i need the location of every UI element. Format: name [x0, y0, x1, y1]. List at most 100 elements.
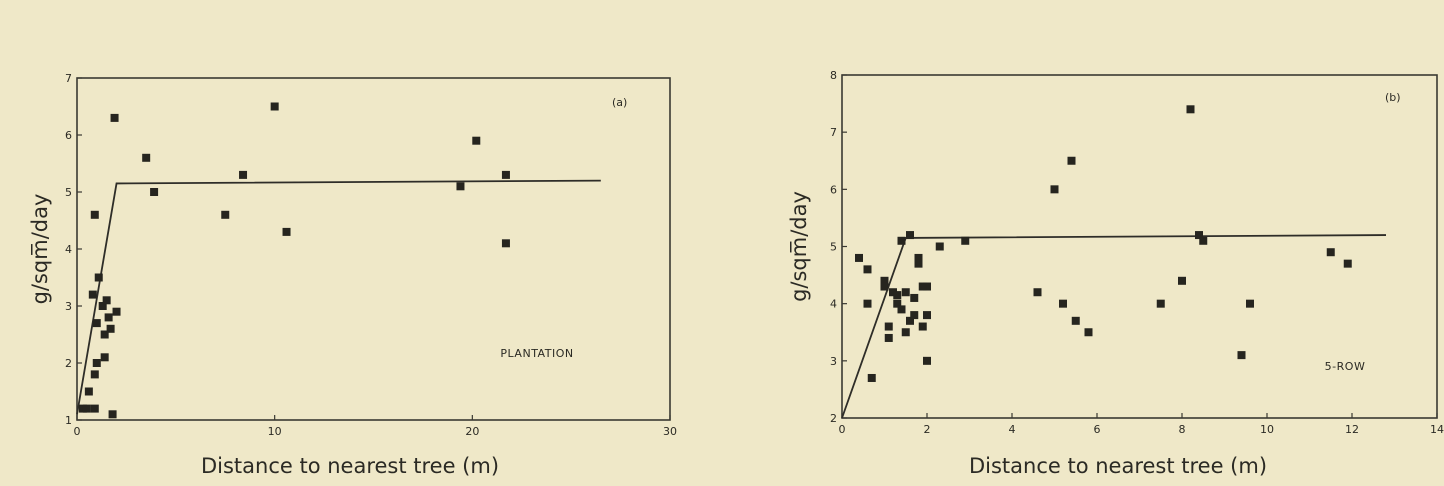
x-tick-label: 8: [1179, 423, 1186, 436]
x-tick-label: 30: [663, 425, 677, 438]
x-tick-label: 0: [839, 423, 846, 436]
data-point: [100, 353, 109, 362]
y-tick-label: 1: [65, 414, 72, 427]
data-point: [923, 356, 931, 365]
data-point: [1237, 351, 1246, 360]
data-point: [880, 276, 889, 285]
x-axis-title: Distance to nearest tree (m): [969, 454, 1267, 478]
data-point: [867, 373, 876, 382]
data-point: [110, 113, 119, 122]
data-point: [94, 273, 103, 282]
x-tick-label: 4: [1009, 423, 1016, 436]
data-point: [923, 311, 931, 320]
data-point: [863, 265, 872, 274]
data-point: [906, 316, 914, 325]
chart-panel-a: 0 10 20 30 1 2 3 4 5 6 7 (a) PLANTATION Distance to n…: [28, 72, 677, 478]
data-point: [150, 188, 159, 196]
plot-frame: [76, 77, 671, 421]
data-point: [1050, 185, 1059, 194]
data-point: [923, 282, 931, 291]
data-point: [901, 328, 910, 337]
data-point: [102, 296, 111, 305]
panel-tag: (b): [1385, 91, 1401, 104]
x-tick-label: 10: [268, 425, 282, 438]
data-point: [889, 288, 897, 297]
data-point: [92, 319, 101, 328]
data-point: [1084, 328, 1093, 337]
data-point: [1326, 248, 1335, 257]
panel-annotation: 5-ROW: [1325, 360, 1366, 373]
data-point: [270, 102, 279, 111]
data-point: [1343, 259, 1352, 268]
data-point: [863, 299, 872, 308]
data-point: [472, 136, 481, 145]
data-point: [1059, 299, 1067, 308]
x-tick-label: 12: [1345, 423, 1359, 436]
data-point: [221, 210, 230, 219]
data-point: [918, 282, 927, 291]
data-point: [239, 170, 248, 179]
data-point: [914, 253, 923, 262]
data-point: [501, 170, 510, 179]
x-tick-label: 0: [74, 425, 81, 438]
fit-line: [841, 234, 1387, 419]
y-tick-label: 3: [65, 300, 72, 313]
data-point: [1071, 316, 1080, 325]
data-point: [914, 259, 923, 268]
data-point: [1199, 236, 1208, 245]
y-tick-label: 7: [65, 72, 72, 85]
data-point: [1186, 105, 1195, 114]
fit-line: [76, 179, 601, 415]
data-point: [906, 231, 914, 240]
data-point: [142, 153, 151, 162]
data-point: [935, 242, 944, 251]
data-point: [897, 305, 906, 314]
x-tick-label: 2: [924, 423, 931, 436]
data-point: [1156, 299, 1165, 308]
y-tick-label: 7: [830, 126, 837, 139]
data-point: [1246, 299, 1254, 308]
data-point: [84, 387, 93, 396]
data-point: [1178, 276, 1186, 285]
data-point: [961, 236, 970, 245]
x-tick-label: 14: [1430, 423, 1444, 436]
y-tick-label: 6: [65, 129, 72, 142]
data-point: [884, 322, 893, 331]
x-tick-label: 6: [1094, 423, 1101, 436]
data-point: [106, 324, 115, 333]
data-point: [282, 227, 291, 236]
y-tick-label: 5: [65, 186, 72, 199]
data-point: [893, 291, 902, 300]
y-tick-label: 2: [830, 412, 837, 425]
panel-annotation: PLANTATION: [500, 347, 573, 360]
y-axis-title: g/sqm̅/day: [787, 191, 811, 302]
data-point: [98, 302, 107, 310]
y-tick-label: 5: [830, 241, 837, 254]
y-tick-label: 4: [65, 243, 72, 256]
y-axis-title: g/sqm̅/day: [28, 194, 52, 305]
data-point: [897, 236, 906, 245]
data-point: [910, 293, 919, 302]
x-tick-label: 10: [1260, 423, 1274, 436]
data-point: [92, 359, 101, 367]
data-point: [855, 253, 863, 262]
data-point: [893, 299, 902, 308]
data-point: [1033, 288, 1042, 297]
data-point: [901, 288, 910, 297]
panel-tag: (a): [612, 96, 627, 109]
data-point: [1195, 231, 1203, 240]
data-point: [112, 307, 121, 316]
y-tick-label: 6: [830, 183, 837, 196]
data-point: [88, 290, 97, 299]
y-tick-label: 4: [830, 298, 837, 311]
y-tick-label: 2: [65, 357, 72, 370]
data-point: [108, 410, 117, 419]
data-point: [100, 330, 109, 339]
data-point: [918, 322, 927, 331]
data-point: [501, 239, 510, 248]
x-tick-label: 20: [465, 425, 479, 438]
y-tick-label: 3: [830, 355, 837, 368]
data-point: [910, 311, 919, 320]
